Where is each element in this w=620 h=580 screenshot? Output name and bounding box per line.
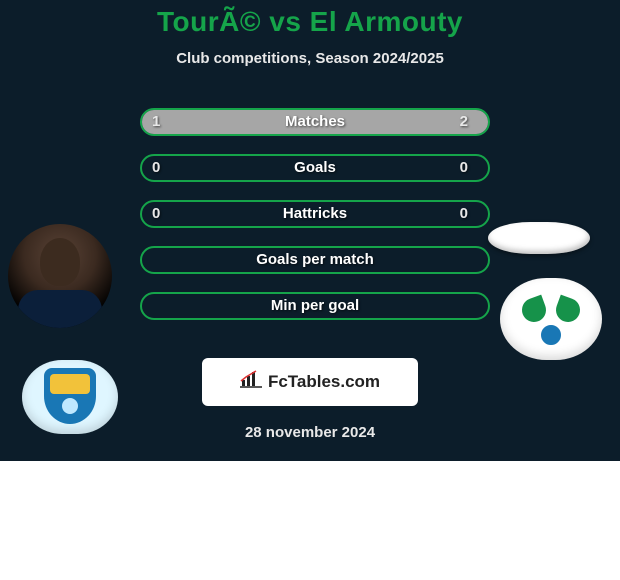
chart-bars-icon	[240, 359, 262, 407]
compare-label: Min per goal	[140, 292, 490, 320]
comparison-panel: Matches12Goals00Hattricks00Goals per mat…	[0, 100, 620, 350]
compare-row: Min per goal	[0, 284, 620, 330]
compare-row: Hattricks0 0	[0, 192, 620, 238]
compare-label: Goals	[140, 154, 490, 182]
brand-text: FcTables.com	[268, 372, 380, 391]
brand-badge: FcTables.com	[202, 358, 418, 406]
club-left-badge	[22, 360, 118, 434]
page-subtitle: Club competitions, Season 2024/2025	[0, 50, 620, 67]
header: TourÃ© vs El Armouty Club competitions, …	[0, 0, 620, 100]
compare-value-right: 2	[460, 108, 468, 136]
compare-row: Goals per match	[0, 238, 620, 284]
compare-value-left: 0	[152, 154, 160, 182]
compare-row: Goals0 0	[0, 146, 620, 192]
compare-row: Matches1 2	[0, 100, 620, 146]
compare-value-left: 0	[152, 200, 160, 228]
compare-value-right: 0	[460, 200, 468, 228]
compare-label: Hattricks	[140, 200, 490, 228]
compare-value-left: 1	[152, 108, 160, 136]
compare-value-right: 0	[460, 154, 468, 182]
page-title: TourÃ© vs El Armouty	[0, 6, 620, 38]
compare-label: Matches	[140, 108, 490, 136]
compare-label: Goals per match	[140, 246, 490, 274]
